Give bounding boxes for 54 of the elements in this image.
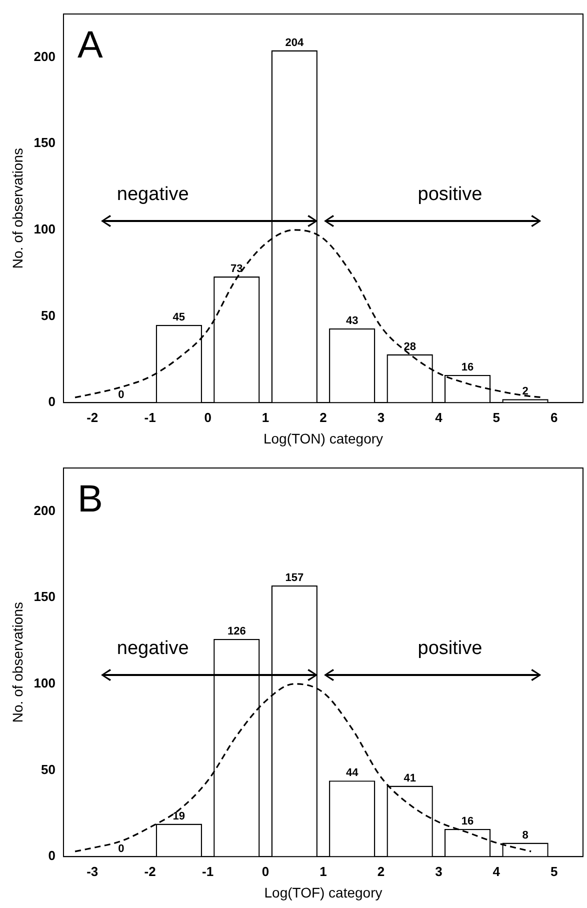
x-tick-label: 5	[492, 410, 500, 425]
x-tick-label: 6	[550, 410, 558, 425]
annotation: positive	[418, 184, 482, 205]
x-tick-label: 3	[377, 410, 385, 425]
chart-title: A	[77, 24, 104, 66]
y-tick-label: 200	[34, 48, 56, 64]
x-tick-label: 4	[492, 864, 501, 879]
data-label: 204	[285, 36, 304, 49]
data-label: 28	[404, 340, 416, 353]
data-label: 126	[227, 626, 246, 638]
x-tick-label: -2	[144, 864, 156, 879]
data-label: 41	[404, 772, 416, 784]
x-tick-label: 1	[320, 864, 327, 879]
chart-title: B	[77, 478, 103, 520]
x-tick-label: 3	[435, 864, 442, 879]
x-tick-label: -1	[202, 864, 214, 879]
data-label: 44	[346, 767, 360, 780]
y-tick-label: 150	[34, 135, 56, 150]
y-axis-title: No. of observations	[9, 602, 26, 723]
x-tick-label: -1	[144, 410, 156, 425]
x-tick-label: 4	[435, 410, 444, 425]
x-tick-label: -3	[86, 864, 98, 879]
x-tick-label: 5	[550, 864, 558, 879]
data-label: 0	[118, 389, 124, 402]
data-label: 157	[285, 572, 304, 584]
x-axis-title: Log(TON) category	[263, 430, 384, 446]
y-tick-label: 0	[48, 394, 56, 410]
x-tick-label: -2	[86, 410, 98, 425]
data-label: 8	[522, 829, 528, 842]
y-tick-label: 200	[34, 502, 56, 518]
y-tick-label: 150	[34, 589, 56, 604]
y-tick-label: 100	[34, 675, 56, 690]
x-tick-label: 2	[320, 410, 327, 425]
data-label: 2	[522, 386, 528, 398]
data-label: 16	[461, 361, 474, 374]
data-label: 45	[172, 311, 186, 324]
annotation: positive	[418, 638, 482, 659]
x-tick-label: 0	[204, 410, 212, 425]
data-label: 16	[461, 815, 474, 828]
y-axis-title: No. of observations	[9, 148, 26, 269]
data-label: 0	[118, 843, 124, 856]
annotation: negative	[116, 638, 189, 659]
x-axis-title: Log(TOF) category	[264, 884, 382, 900]
data-label: 73	[230, 263, 243, 276]
x-tick-label: 0	[262, 864, 270, 879]
x-tick-label: 1	[262, 410, 270, 425]
y-tick-label: 100	[34, 221, 56, 236]
data-label: 43	[346, 314, 358, 327]
y-tick-label: 50	[41, 308, 56, 323]
y-tick-label: 50	[41, 762, 56, 777]
annotation: negative	[116, 184, 189, 205]
x-tick-label: 2	[377, 864, 385, 879]
data-label: 19	[172, 810, 186, 822]
y-tick-label: 0	[48, 848, 56, 864]
